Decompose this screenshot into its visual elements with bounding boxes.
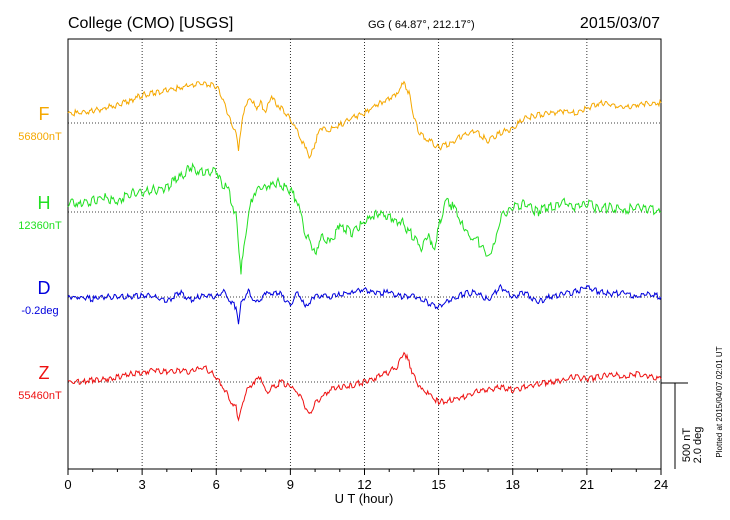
scale-nt-label: 500 nT [681, 428, 693, 463]
x-tick-label: 21 [580, 477, 594, 492]
plot-frame [67, 38, 662, 470]
x-tick-label: 15 [431, 477, 445, 492]
trace-h [67, 162, 662, 275]
x-tick-label: 24 [654, 477, 668, 492]
scale-deg-label: 2.0 deg [692, 427, 704, 464]
x-ticks: 0 3 6 9 12 15 18 21 24 [64, 469, 668, 492]
x-tick-label: 3 [139, 477, 146, 492]
x-tick-label: 12 [357, 477, 371, 492]
series-name-h: H [38, 193, 51, 213]
series-traces [67, 80, 662, 422]
trace-d [67, 283, 662, 325]
x-tick-label: 0 [64, 477, 71, 492]
trace-f [67, 80, 662, 160]
plotted-at-note: Plotted at 2015/04/07 02:01 UT [715, 346, 724, 457]
x-tick-label: 9 [287, 477, 294, 492]
coordinates-label: GG ( 64.87°, 212.17°) [368, 19, 475, 31]
date-label: 2015/03/07 [580, 15, 660, 32]
series-labels: F 56800nT H 12360nT D -0.2deg Z 55460nT [18, 104, 62, 402]
series-baseline-f: 56800nT [18, 131, 62, 143]
series-baseline-d: -0.2deg [21, 305, 58, 317]
trace-z [67, 351, 662, 422]
scale-bar: 500 nT 2.0 deg [661, 382, 704, 469]
station-title: College (CMO) [USGS] [68, 15, 233, 32]
series-name-z: Z [39, 363, 50, 383]
series-baseline-z: 55460nT [18, 390, 62, 402]
series-name-f: F [39, 104, 50, 124]
x-axis-label: U T (hour) [335, 491, 394, 506]
grid-lines [141, 39, 588, 469]
x-tick-label: 18 [506, 477, 520, 492]
x-tick-label: 6 [213, 477, 220, 492]
series-name-d: D [38, 278, 51, 298]
series-baseline-h: 12360nT [18, 220, 62, 232]
